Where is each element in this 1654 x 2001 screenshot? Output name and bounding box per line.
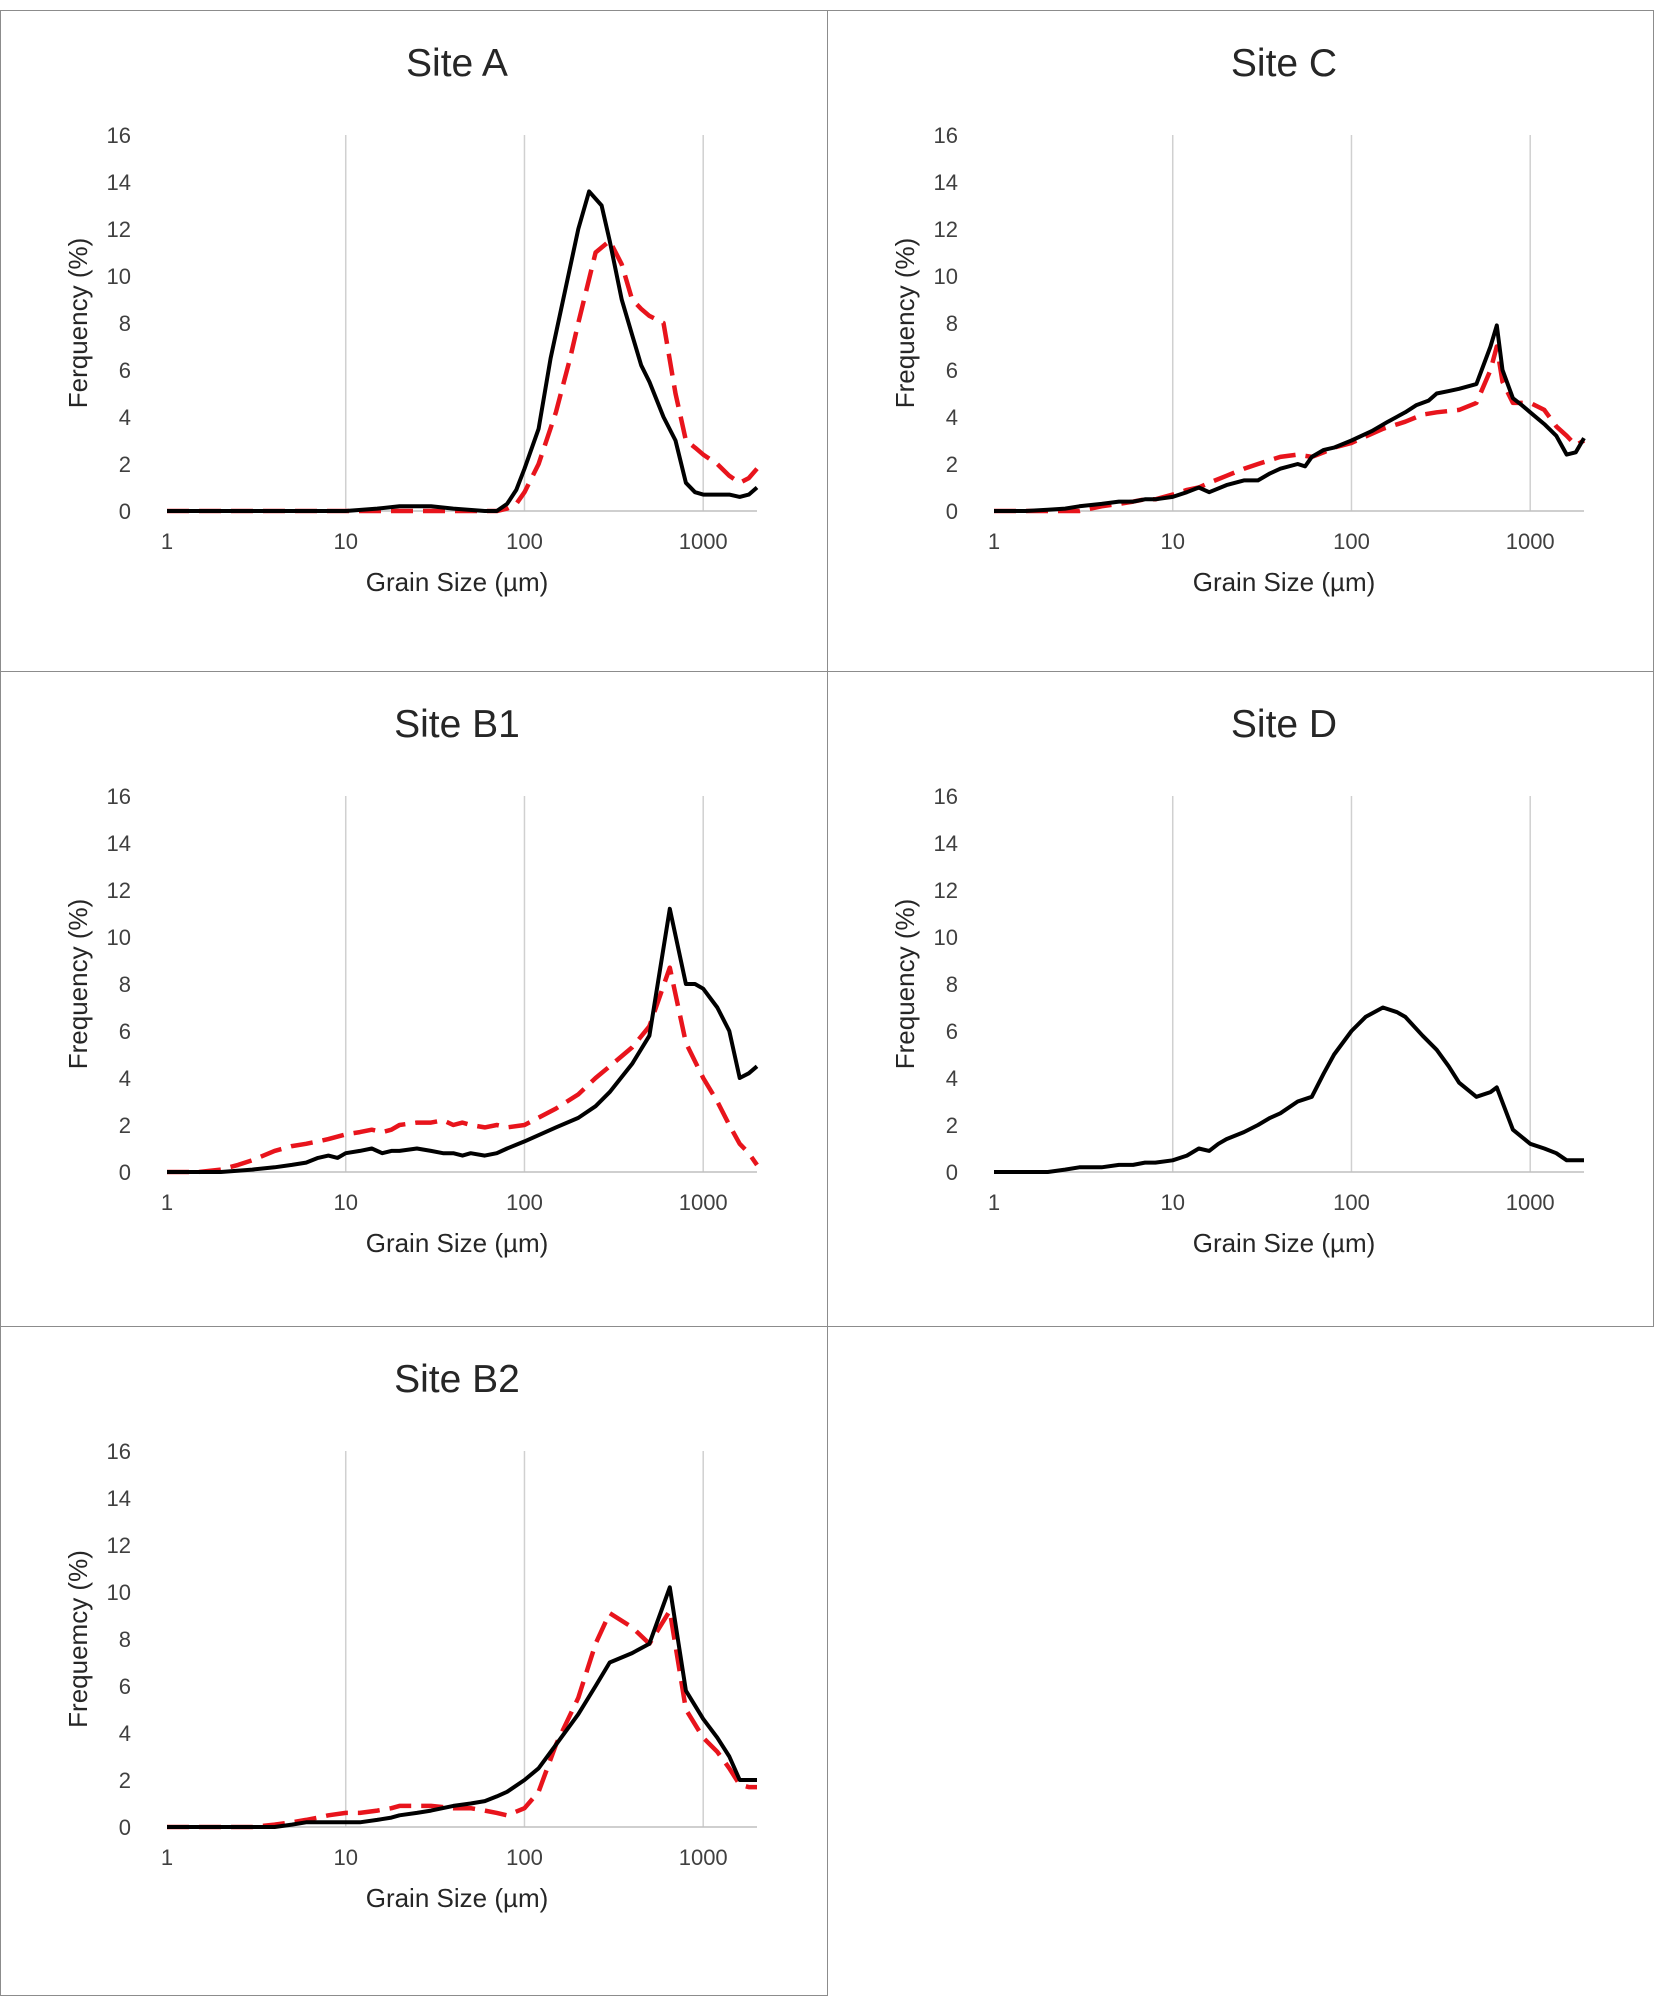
chart-panel-site-b2: Site B2 0 2 4 6 8 10 12 14 16 1 10 100 1000 Grain Size… bbox=[0, 1326, 828, 1996]
y-tick-label: 16 bbox=[934, 123, 958, 148]
x-tick-label: 10 bbox=[1160, 1190, 1184, 1215]
y-tick-label: 12 bbox=[107, 1533, 131, 1558]
chart-panel-site-d: Site D 0 2 4 6 8 10 12 14 16 1 10 100 1000 Grain Size … bbox=[827, 671, 1654, 1327]
series-line-solid bbox=[167, 906, 759, 1174]
y-tick-label: 10 bbox=[934, 264, 958, 289]
y-tick-label: 6 bbox=[119, 1019, 131, 1044]
x-tick-label: 10 bbox=[333, 1845, 357, 1870]
x-axis-label: Grain Size (µm) bbox=[366, 1228, 549, 1258]
x-tick-label: 100 bbox=[506, 1190, 543, 1215]
site-a-svg: Site A 0 2 4 6 8 10 12 14 16 1 10 100 1000 Grain Size … bbox=[63, 42, 759, 597]
y-tick-label: 16 bbox=[107, 123, 131, 148]
y-axis-label: Frequency (%) bbox=[63, 899, 93, 1070]
y-tick-label: 10 bbox=[107, 925, 131, 950]
y-tick-label: 8 bbox=[946, 972, 958, 997]
y-tick-label: 4 bbox=[119, 1066, 131, 1091]
y-tick-label: 8 bbox=[119, 972, 131, 997]
y-tick-label: 14 bbox=[934, 170, 958, 195]
x-tick-label: 1000 bbox=[1506, 529, 1555, 554]
y-tick-label: 12 bbox=[934, 878, 958, 903]
chart-title: Site C bbox=[1231, 42, 1337, 85]
series-line-solid bbox=[994, 1005, 1584, 1174]
x-axis-label: Grain Size (µm) bbox=[1193, 567, 1376, 597]
chart-title: Site B1 bbox=[394, 703, 520, 746]
x-tick-label: 1000 bbox=[679, 529, 728, 554]
y-tick-label: 2 bbox=[119, 452, 131, 477]
y-axis-label: Ferquency (%) bbox=[63, 238, 93, 409]
y-tick-label: 0 bbox=[119, 1815, 131, 1840]
site-d-svg: Site D 0 2 4 6 8 10 12 14 16 1 10 100 1000 Grain Size … bbox=[890, 703, 1584, 1258]
y-axis-label: Frequemcy (%) bbox=[63, 1550, 93, 1728]
x-tick-label: 1000 bbox=[679, 1845, 728, 1870]
y-tick-label: 2 bbox=[946, 452, 958, 477]
x-tick-label: 1 bbox=[988, 1190, 1000, 1215]
y-tick-label: 0 bbox=[119, 499, 131, 524]
y-axis-label: Frequency (%) bbox=[890, 238, 920, 409]
y-tick-label: 4 bbox=[946, 405, 958, 430]
series-line-solid bbox=[994, 323, 1586, 513]
x-tick-label: 1000 bbox=[1506, 1190, 1555, 1215]
y-tick-label: 10 bbox=[934, 925, 958, 950]
y-tick-label: 14 bbox=[107, 170, 131, 195]
y-tick-label: 0 bbox=[946, 1160, 958, 1185]
x-tick-label: 1 bbox=[161, 1190, 173, 1215]
y-tick-label: 2 bbox=[119, 1113, 131, 1138]
chart-panel-site-b1: Site B1 0 2 4 6 8 10 12 14 16 1 10 100 1000 Grain Size… bbox=[0, 671, 828, 1327]
series-line-dashed bbox=[994, 344, 1586, 514]
x-tick-label: 1 bbox=[161, 529, 173, 554]
y-tick-label: 10 bbox=[107, 1580, 131, 1605]
x-tick-label: 10 bbox=[333, 1190, 357, 1215]
y-tick-label: 2 bbox=[946, 1113, 958, 1138]
x-tick-label: 100 bbox=[1333, 1190, 1370, 1215]
y-tick-label: 6 bbox=[946, 358, 958, 383]
chart-title: Site A bbox=[406, 42, 508, 85]
y-tick-label: 12 bbox=[934, 217, 958, 242]
x-tick-label: 100 bbox=[506, 1845, 543, 1870]
site-b1-svg: Site B1 0 2 4 6 8 10 12 14 16 1 10 100 1000 Grain Size… bbox=[63, 703, 759, 1258]
x-tick-label: 10 bbox=[1160, 529, 1184, 554]
y-tick-label: 8 bbox=[119, 1627, 131, 1652]
y-tick-label: 8 bbox=[946, 311, 958, 336]
series-line-dashed bbox=[167, 1608, 757, 1830]
y-tick-label: 12 bbox=[107, 217, 131, 242]
x-tick-label: 1 bbox=[988, 529, 1000, 554]
y-tick-label: 10 bbox=[107, 264, 131, 289]
x-axis-label: Grain Size (µm) bbox=[1193, 1228, 1376, 1258]
x-tick-label: 1000 bbox=[679, 1190, 728, 1215]
y-tick-label: 16 bbox=[934, 784, 958, 809]
series-line-dashed bbox=[167, 238, 759, 514]
chart-panel-site-a: Site A 0 2 4 6 8 10 12 14 16 1 10 100 1000 Grain Size … bbox=[0, 10, 828, 672]
site-c-svg: Site C 0 2 4 6 8 10 12 14 16 1 10 100 1000 Grain Size … bbox=[890, 42, 1586, 597]
y-tick-label: 0 bbox=[119, 1160, 131, 1185]
y-tick-label: 4 bbox=[946, 1066, 958, 1091]
x-tick-label: 10 bbox=[333, 529, 357, 554]
y-tick-label: 14 bbox=[934, 831, 958, 856]
y-tick-label: 6 bbox=[946, 1019, 958, 1044]
y-tick-label: 14 bbox=[107, 831, 131, 856]
y-tick-label: 6 bbox=[119, 1674, 131, 1699]
chart-title: Site B2 bbox=[394, 1358, 520, 1401]
series-line-solid bbox=[167, 189, 759, 513]
y-tick-label: 4 bbox=[119, 1721, 131, 1746]
series-line-dashed bbox=[167, 965, 759, 1175]
site-b2-svg: Site B2 0 2 4 6 8 10 12 14 16 1 10 100 1000 Grain Size… bbox=[63, 1358, 757, 1913]
y-tick-label: 2 bbox=[119, 1768, 131, 1793]
y-tick-label: 0 bbox=[946, 499, 958, 524]
y-axis-label: Frequency (%) bbox=[890, 899, 920, 1070]
series-line-solid bbox=[167, 1585, 757, 1829]
x-axis-label: Grain Size (µm) bbox=[366, 567, 549, 597]
x-tick-label: 100 bbox=[506, 529, 543, 554]
y-tick-label: 4 bbox=[119, 405, 131, 430]
x-tick-label: 100 bbox=[1333, 529, 1370, 554]
y-tick-label: 16 bbox=[107, 784, 131, 809]
x-tick-label: 1 bbox=[161, 1845, 173, 1870]
chart-panel-site-c: Site C 0 2 4 6 8 10 12 14 16 1 10 100 1000 Grain Size … bbox=[827, 10, 1654, 672]
x-axis-label: Grain Size (µm) bbox=[366, 1883, 549, 1913]
y-tick-label: 6 bbox=[119, 358, 131, 383]
y-tick-label: 14 bbox=[107, 1486, 131, 1511]
chart-title: Site D bbox=[1231, 703, 1337, 746]
y-tick-label: 12 bbox=[107, 878, 131, 903]
y-tick-label: 16 bbox=[107, 1439, 131, 1464]
y-tick-label: 8 bbox=[119, 311, 131, 336]
